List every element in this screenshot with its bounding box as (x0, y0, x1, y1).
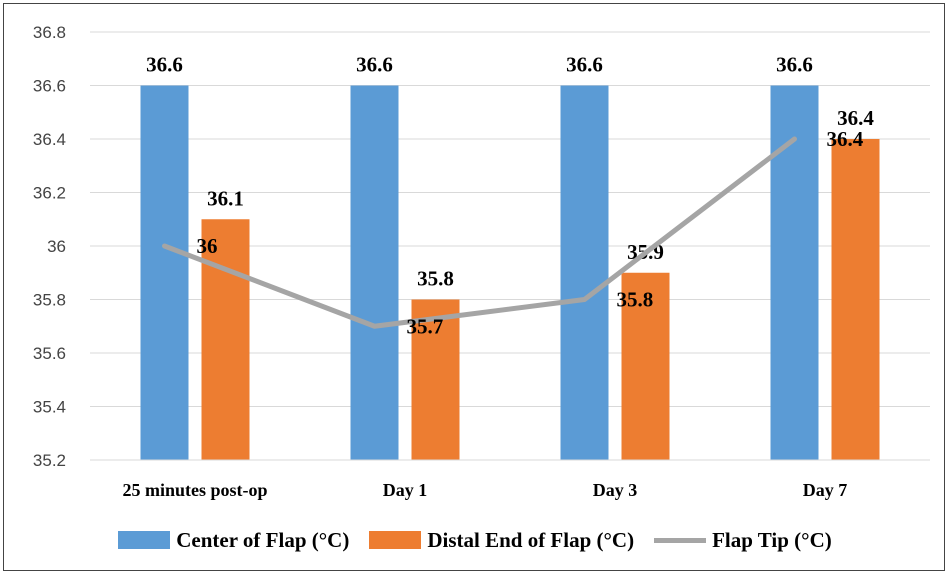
legend-swatch-center (118, 531, 171, 549)
data-label-distal: 35.8 (417, 267, 454, 291)
data-label-tip: 36.4 (827, 127, 864, 151)
bar-distal (621, 272, 670, 460)
data-label-center: 36.6 (356, 53, 393, 77)
chart-svg: 35.2 35.4 35.6 35.8 36 36.2 36.4 36.6 36.8 25 min… (33, 23, 930, 500)
data-label-tip: 35.8 (617, 288, 654, 312)
y-tick-label: 35.8 (33, 291, 66, 310)
y-tick-label: 36.4 (33, 130, 66, 149)
data-label-center: 36.6 (146, 53, 183, 77)
x-category-label: Day 3 (593, 480, 638, 500)
y-tick-label: 36.6 (33, 77, 66, 96)
legend-label-distal: Distal End of Flap (°C) (427, 527, 635, 552)
x-category-label: Day 1 (383, 480, 428, 500)
data-label-tip: 35.7 (407, 314, 444, 338)
bar-center (560, 85, 609, 460)
legend-swatch-distal (369, 531, 422, 549)
legend-item-tip: Flap Tip (°C) (654, 528, 832, 553)
y-tick-label: 36 (47, 237, 66, 256)
legend-item-distal: Distal End of Flap (°C) (369, 528, 634, 553)
data-label-tip: 36 (197, 234, 218, 258)
bar-center (350, 85, 399, 460)
x-category-label: 25 minutes post-op (122, 480, 267, 500)
chart-legend: Center of Flap (°C) Distal End of Flap (… (0, 524, 950, 556)
bar-distal (201, 219, 250, 460)
bar-center (140, 85, 189, 460)
legend-item-center: Center of Flap (°C) (118, 528, 349, 553)
y-tick-label: 35.6 (33, 344, 66, 363)
data-label-center: 36.6 (776, 53, 813, 77)
bar-center (770, 85, 819, 460)
series-line-tip (162, 136, 797, 329)
data-label-distal: 36.1 (207, 186, 244, 210)
y-tick-label: 35.2 (33, 451, 66, 470)
y-tick-label: 36.8 (33, 23, 66, 42)
data-label-distal: 36.4 (837, 106, 874, 130)
y-tick-label: 35.4 (33, 398, 66, 417)
legend-label-center: Center of Flap (°C) (176, 527, 350, 552)
legend-label-tip: Flap Tip (°C) (712, 527, 832, 552)
y-tick-label: 36.2 (33, 184, 66, 203)
bar-distal (831, 139, 880, 460)
x-category-label: Day 7 (803, 480, 848, 500)
data-label-center: 36.6 (566, 53, 603, 77)
bar-distal (411, 299, 460, 460)
legend-swatch-tip (654, 537, 707, 543)
